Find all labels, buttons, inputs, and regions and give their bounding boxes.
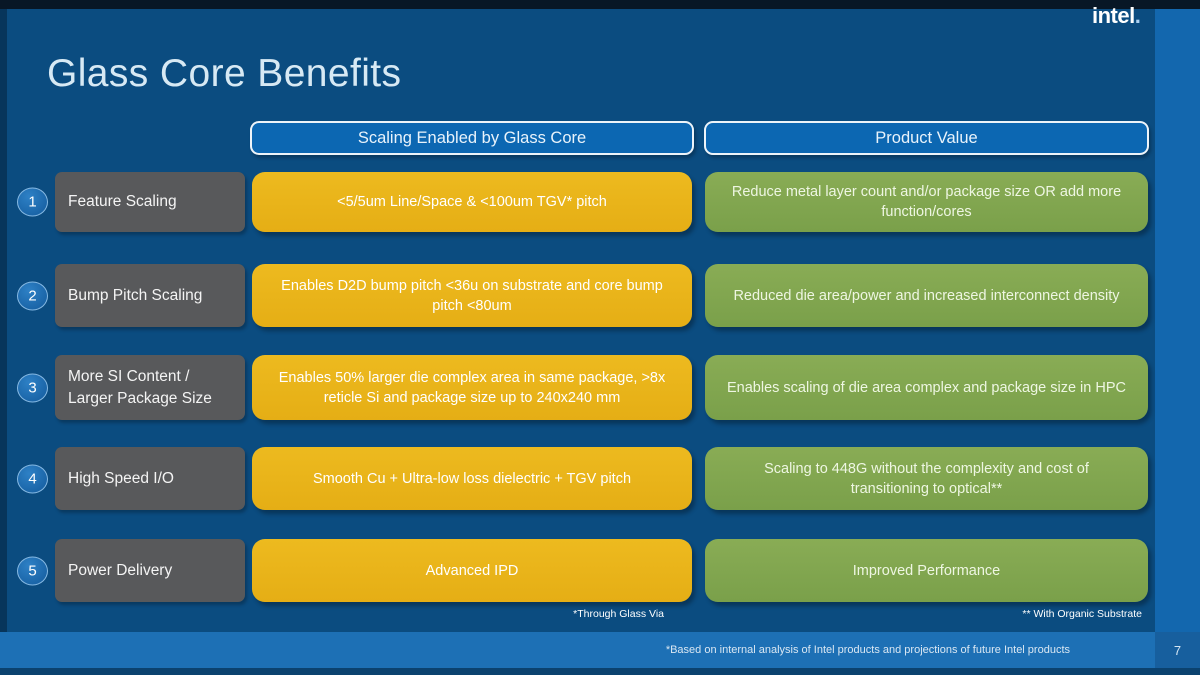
row-label: Power Delivery <box>55 539 245 602</box>
table-row-power-delivery: 5 Power Delivery Advanced IPD Improved P… <box>0 539 1155 602</box>
row-label: High Speed I/O <box>55 447 245 510</box>
scaling-cell: Advanced IPD <box>252 539 692 602</box>
footer-bar: *Based on internal analysis of Intel pro… <box>0 632 1155 668</box>
right-side-band <box>1155 0 1200 675</box>
value-cell: Reduce metal layer count and/or package … <box>705 172 1148 232</box>
bottom-letterbox <box>0 668 1200 675</box>
intel-logo: intel. <box>1092 0 1141 36</box>
scaling-cell: <5/5um Line/Space & <100um TGV* pitch <box>252 172 692 232</box>
row-number-badge: 5 <box>17 556 48 585</box>
table-row-more-si-content: 3 More SI Content / Larger Package Size … <box>0 355 1155 420</box>
column-header-scaling: Scaling Enabled by Glass Core <box>250 121 694 155</box>
row-label: More SI Content / Larger Package Size <box>55 355 245 420</box>
row-number-badge: 1 <box>17 187 48 217</box>
slide-title: Glass Core Benefits <box>47 52 402 95</box>
row-label: Bump Pitch Scaling <box>55 264 245 327</box>
footer-disclaimer: *Based on internal analysis of Intel pro… <box>665 644 1070 656</box>
scaling-cell: Smooth Cu + Ultra-low loss dielectric + … <box>252 447 692 510</box>
footnote-through-glass-via: *Through Glass Via <box>573 608 664 620</box>
row-number-badge: 4 <box>17 464 48 493</box>
row-number-badge: 3 <box>17 373 48 402</box>
scaling-cell: Enables 50% larger die complex area in s… <box>252 355 692 420</box>
table-row-feature-scaling: 1 Feature Scaling <5/5um Line/Space & <1… <box>0 172 1155 232</box>
value-cell: Scaling to 448G without the complexity a… <box>705 447 1148 510</box>
value-cell: Enables scaling of die area complex and … <box>705 355 1148 420</box>
top-letterbox <box>0 0 1200 9</box>
left-edge-shade <box>0 9 7 632</box>
column-header-product-value: Product Value <box>704 121 1149 155</box>
row-number-badge: 2 <box>17 281 48 310</box>
table-row-bump-pitch-scaling: 2 Bump Pitch Scaling Enables D2D bump pi… <box>0 264 1155 327</box>
scaling-cell: Enables D2D bump pitch <36u on substrate… <box>252 264 692 327</box>
intel-logo-text: intel <box>1092 3 1135 28</box>
page-number: 7 <box>1155 632 1200 668</box>
table-row-high-speed-io: 4 High Speed I/O Smooth Cu + Ultra-low l… <box>0 447 1155 510</box>
footnote-organic-substrate: ** With Organic Substrate <box>1022 608 1142 620</box>
value-cell: Improved Performance <box>705 539 1148 602</box>
row-label: Feature Scaling <box>55 172 245 232</box>
value-cell: Reduced die area/power and increased int… <box>705 264 1148 327</box>
intel-logo-dot: . <box>1134 3 1141 28</box>
